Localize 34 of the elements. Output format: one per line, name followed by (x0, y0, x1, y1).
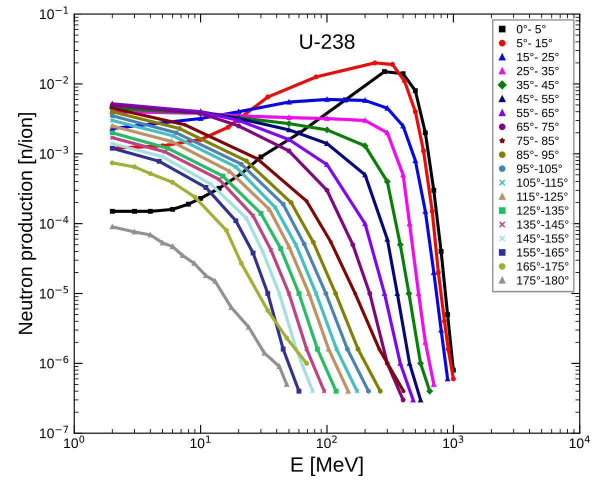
legend-label: 85°- 95° (516, 150, 559, 159)
y-tick-label: 10$^{−6}$ (40, 356, 68, 368)
legend-label: 105°-115° (517, 178, 568, 187)
legend-label: 135°-145° (517, 220, 568, 229)
legend-label: 155°-165° (517, 248, 568, 257)
legend-label: 55°- 65° (516, 108, 559, 118)
x-tick-label: 10$^{1}$ (190, 436, 210, 448)
legend-label: 165°-175° (517, 262, 568, 271)
x-tick-label: 10$^{0}$ (64, 436, 84, 448)
text: U-238 (300, 34, 354, 49)
x-axis-title: E [MeV] (292, 456, 363, 476)
legend-label: 175°-180° (517, 276, 568, 285)
legend-label: 115°-125° (517, 192, 568, 201)
legend-label: 125°-135° (517, 206, 568, 215)
legend-label: 75°- 85° (516, 136, 559, 146)
legend-label: 35°- 45° (516, 80, 559, 90)
legend-label: 0°- 5° (516, 24, 546, 34)
legend-label: 15°- 25° (517, 52, 559, 62)
y-tick-label: 10$^{−7}$ (40, 426, 68, 438)
y-tick-label: 10$^{−4}$ (40, 216, 68, 229)
legend-label: 45°- 55° (516, 94, 559, 104)
x-tick-label: 10$^{2}$ (316, 436, 337, 448)
legend-label: 25°- 35° (516, 66, 559, 76)
legend-label: 65°- 75° (516, 122, 559, 132)
y-axis-title: Neutron production [n/ion] (18, 113, 36, 334)
legend-label: 145°-155° (517, 234, 568, 243)
y-tick-label: 10$^{−1}$ (40, 6, 68, 20)
y-tick-label: 10$^{−2}$ (40, 76, 68, 89)
y-tick-label: 10$^{−5}$ (40, 286, 68, 299)
legend-label: 95°-105° (516, 164, 562, 173)
x-tick-label: 10$^{3}$ (443, 436, 464, 448)
legend-label: 5°- 15° (516, 38, 552, 48)
y-tick-label: 10$^{−3}$ (40, 146, 68, 159)
x-tick-label: 10$^{4}$ (570, 436, 590, 448)
